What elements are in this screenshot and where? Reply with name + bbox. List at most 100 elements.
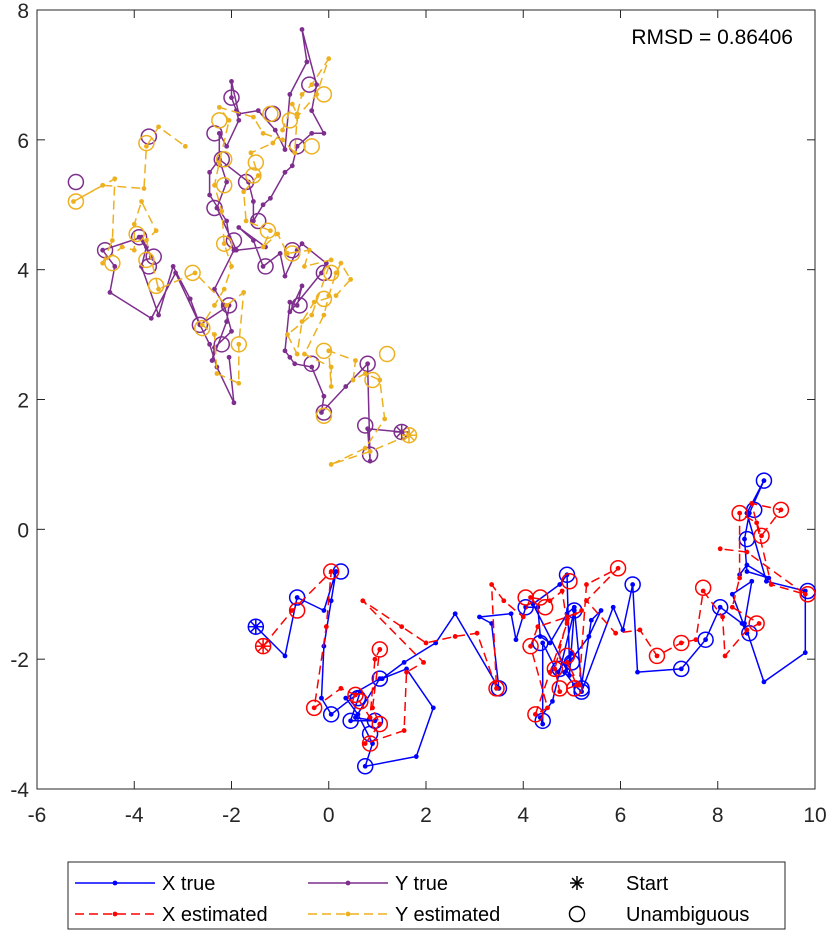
- x-estimated-point: [311, 705, 317, 711]
- x-true-point: [370, 741, 375, 746]
- unambiguous-marker: [247, 618, 265, 635]
- unambiguous-marker: [772, 501, 790, 519]
- series-y-estimated: [67, 56, 418, 467]
- x-true-point: [540, 721, 546, 727]
- unambiguous-marker: [211, 112, 228, 129]
- y-estimated-point: [250, 114, 256, 120]
- unambiguous-marker: [648, 647, 666, 665]
- unambiguous-marker: [315, 342, 333, 360]
- y-estimated-point: [333, 293, 339, 299]
- y-true-point: [250, 218, 256, 224]
- unambiguous-marker: [364, 371, 381, 389]
- y-tick-label: 0: [17, 519, 29, 542]
- y-tick-label: -4: [10, 779, 29, 802]
- y-estimated-point: [321, 312, 327, 318]
- y-true-point: [299, 27, 305, 32]
- y-true-point: [107, 289, 113, 295]
- x-estimated-point: [693, 637, 699, 643]
- x-true-point: [703, 637, 708, 643]
- y-estimated-point: [156, 124, 161, 130]
- unambiguous-marker: [558, 647, 576, 665]
- y-estimated-point: [229, 264, 234, 269]
- legend-item-x-true: X true: [75, 873, 215, 895]
- y-true-point: [309, 130, 315, 136]
- unambiguous-marker: [371, 715, 389, 733]
- unambiguous-marker: [532, 634, 549, 652]
- x-true-point: [401, 660, 407, 665]
- y-true-point: [209, 358, 215, 363]
- y-true-point: [229, 95, 234, 101]
- start-marker-y-estimated: [401, 428, 416, 443]
- x-true-point: [413, 754, 419, 759]
- x-estimated-point: [654, 653, 660, 659]
- unambiguous-marker: [254, 637, 272, 655]
- y-true-point: [309, 364, 315, 370]
- unambiguous-marker: [291, 297, 308, 314]
- x-true-point: [547, 640, 553, 646]
- y-true-point: [292, 361, 298, 367]
- unambiguous-marker: [128, 225, 145, 243]
- legend-label: X estimated: [162, 904, 268, 926]
- y-true-point: [319, 270, 324, 276]
- unambiguous-marker: [609, 560, 627, 577]
- y-estimated-point: [216, 104, 222, 110]
- y-true-point: [250, 199, 256, 204]
- y-true-point: [207, 341, 213, 347]
- y-estimated-point: [302, 351, 307, 357]
- x-true-point: [588, 617, 594, 623]
- x-true-point: [761, 478, 767, 484]
- y-true-point: [289, 163, 295, 169]
- y-true-point: [321, 130, 327, 136]
- y-estimated-point: [243, 218, 249, 224]
- unambiguous-marker: [488, 680, 505, 697]
- x-estimated-point: [399, 624, 405, 630]
- unambiguous-marker: [138, 134, 155, 152]
- legend-item-unambiguous: Unambiguous: [568, 904, 749, 926]
- x-estimated-point: [533, 711, 538, 717]
- x-estimated-point: [584, 598, 589, 604]
- legend-dot: [345, 880, 351, 886]
- x-estimated-point: [749, 500, 755, 506]
- x-true-point: [550, 698, 555, 704]
- y-true-point: [112, 264, 118, 269]
- y-true-point: [224, 218, 230, 224]
- x-tick-label: 2: [420, 804, 432, 827]
- x-estimated-point: [584, 582, 589, 587]
- y-estimated-point: [192, 270, 198, 276]
- unambiguous-marker: [546, 660, 564, 678]
- x-true-point: [294, 595, 300, 600]
- unambiguous-marker: [322, 706, 340, 723]
- x-tick-label: -6: [28, 804, 47, 827]
- y-true-point: [212, 286, 217, 292]
- y-tick-label: 6: [17, 130, 29, 153]
- y-true-point: [236, 117, 242, 123]
- y-tick-label: 2: [17, 390, 29, 413]
- y-true-point: [304, 59, 310, 65]
- x-true-point: [508, 611, 514, 617]
- start-marker-x-true: [248, 619, 263, 634]
- x-true-point: [802, 650, 808, 656]
- y-estimated-point: [328, 364, 334, 370]
- y-estimated-point: [219, 208, 225, 214]
- x-estimated-point: [494, 685, 499, 691]
- y-true-point: [100, 247, 106, 253]
- x-estimated-point: [615, 565, 621, 571]
- x-estimated-point: [404, 669, 409, 675]
- unambiguous-marker: [532, 589, 549, 606]
- y-true-point: [299, 241, 305, 247]
- y-estimated-point: [221, 286, 227, 292]
- y-estimated-point: [226, 117, 232, 123]
- x-true-point: [321, 608, 327, 613]
- x-true-point: [430, 705, 436, 711]
- y-estimated-point: [328, 462, 334, 467]
- x-true-point: [362, 763, 368, 769]
- y-true-point: [287, 309, 293, 315]
- legend-circle: [568, 905, 586, 923]
- x-true-point: [557, 582, 563, 587]
- legend-label: Y estimated: [395, 904, 500, 926]
- y-estimated-point: [139, 199, 144, 204]
- x-estimated-point: [421, 660, 426, 665]
- y-tick-label: 4: [17, 260, 29, 283]
- unambiguous-marker: [322, 264, 340, 282]
- x-estimated-point: [362, 741, 368, 746]
